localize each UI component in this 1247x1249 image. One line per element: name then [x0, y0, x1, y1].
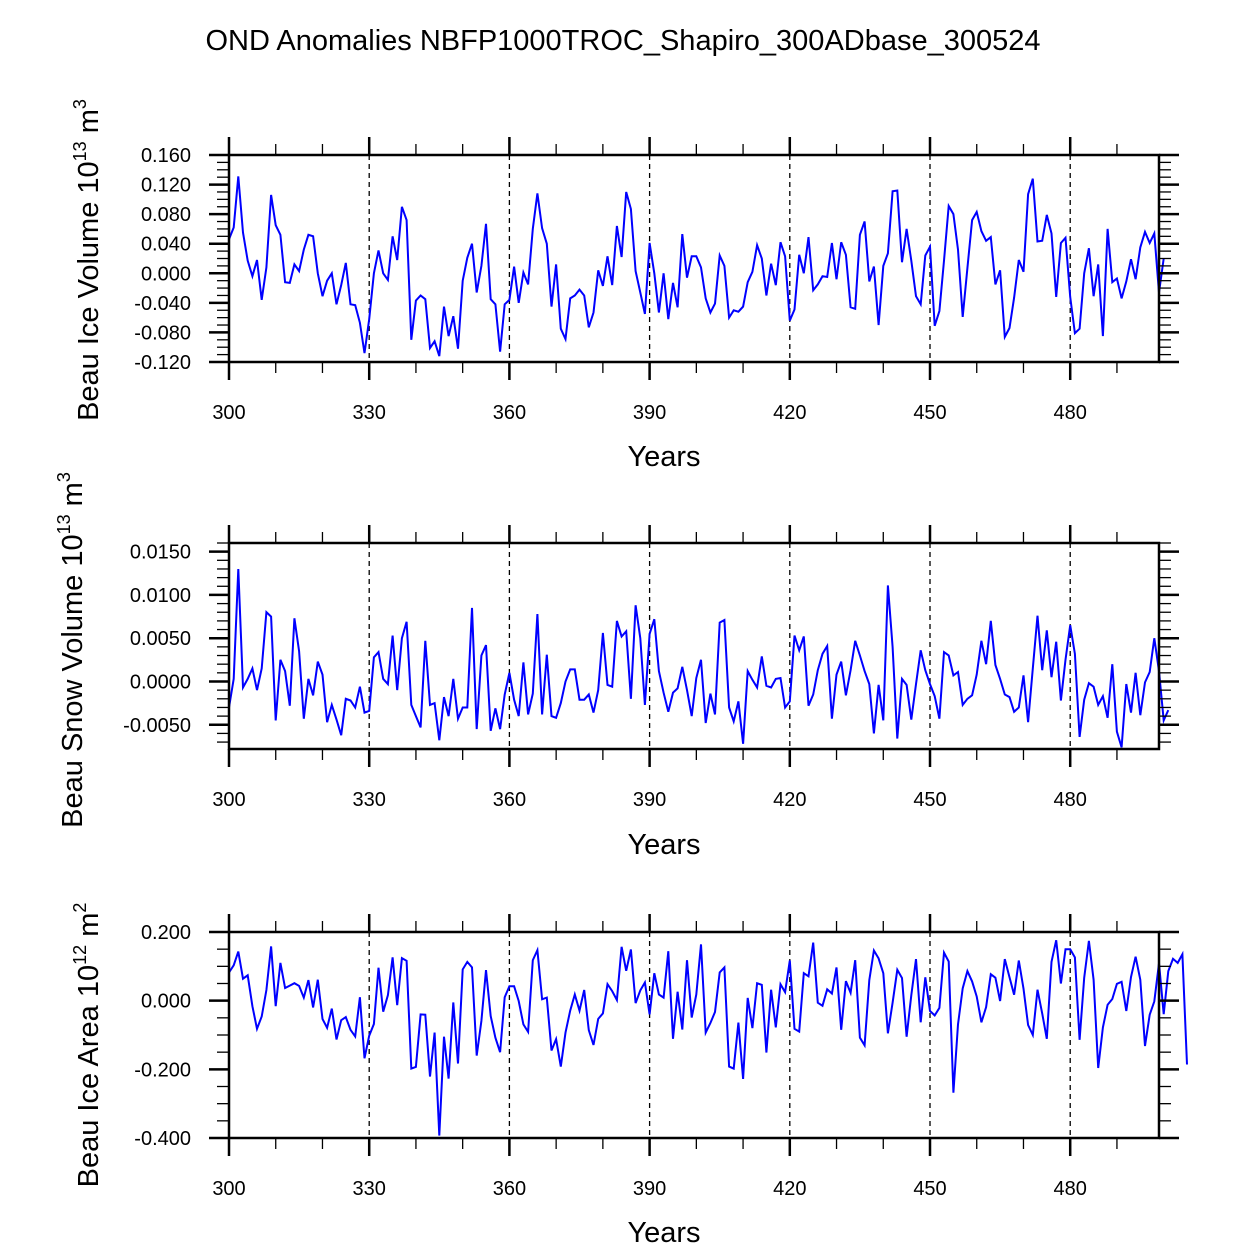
y-axis-title: Beau Ice Area 1012 m2 [70, 903, 105, 1188]
plot-frame [227, 541, 1161, 751]
y-axis-title: Beau Snow Volume 1013 m3 [54, 472, 89, 828]
x-tick-label: 330 [353, 1178, 386, 1200]
x-tick-label: 480 [1054, 402, 1087, 424]
y-tick-label: 0.0000 [130, 671, 191, 693]
y-axis-title-unit: m [57, 482, 89, 514]
y-axis-title-exponent: 12 [70, 945, 90, 965]
y-axis-title-unit-exponent: 3 [54, 472, 74, 482]
y-axis-title-main: Beau Ice Area 10 [73, 965, 105, 1188]
x-tick-label: 420 [773, 1178, 806, 1200]
y-tick-label: -0.080 [134, 322, 191, 344]
panel-2: 300 330 360 390 420 450 480 0.0150 0.0100 0.0050 0… [54, 472, 1179, 861]
panel-3: 300 330 360 390 420 450 480 0.200 0.000 -0.200 -0.… [70, 903, 1188, 1249]
y-axis-title-unit: m [73, 109, 105, 141]
y-tick-label: 0.000 [141, 263, 191, 285]
series-line [228, 176, 1165, 357]
x-tick-label: 480 [1054, 789, 1087, 811]
series-line [228, 939, 1188, 1136]
y-tick-label: -0.0050 [123, 715, 191, 737]
y-tick-label: 0.200 [141, 922, 191, 944]
y-axis-title-main: Beau Ice Volume 10 [73, 161, 105, 421]
y-tick-label: 0.080 [141, 204, 191, 226]
y-tick-label: 0.0050 [130, 628, 191, 650]
y-tick-label: 0.0100 [130, 585, 191, 607]
x-tick-label: 450 [913, 1178, 946, 1200]
x-tick-label: 300 [212, 789, 245, 811]
x-tick-label: 450 [913, 789, 946, 811]
x-tick-label: 360 [493, 402, 526, 424]
y-axis-title-unit-exponent: 2 [70, 903, 90, 913]
panel-1: 300 330 360 390 420 450 480 0.160 0.120 0.080 0.04… [70, 99, 1179, 473]
y-axis-title: Beau Ice Volume 1013 m3 [70, 99, 105, 421]
y-axis-title-main: Beau Snow Volume 10 [57, 534, 89, 827]
x-tick-label: 360 [493, 1178, 526, 1200]
y-tick-label: 0.0150 [130, 542, 191, 564]
y-tick-label: 0.000 [141, 991, 191, 1013]
y-tick-label: -0.120 [134, 352, 191, 374]
x-tick-label: 420 [773, 789, 806, 811]
y-tick-label: -0.400 [134, 1128, 191, 1150]
x-tick-label: 390 [633, 1178, 666, 1200]
y-axis-title-unit-exponent: 3 [70, 99, 90, 109]
figure-title: OND Anomalies NBFP1000TROC_Shapiro_300AD… [205, 25, 1040, 57]
y-axis-title-exponent: 13 [70, 141, 90, 161]
y-tick-label: -0.200 [134, 1059, 191, 1081]
y-tick-label: 0.040 [141, 234, 191, 256]
x-tick-label: 300 [212, 1178, 245, 1200]
y-tick-label: 0.120 [141, 175, 191, 197]
series-line [228, 568, 1170, 748]
x-tick-label: 420 [773, 402, 806, 424]
x-tick-label: 390 [633, 789, 666, 811]
x-tick-label: 330 [353, 402, 386, 424]
x-tick-label: 360 [493, 789, 526, 811]
y-axis-title-exponent: 13 [54, 514, 74, 534]
x-tick-label: 390 [633, 402, 666, 424]
x-tick-label: 480 [1054, 1178, 1087, 1200]
y-axis-title-unit: m [73, 913, 105, 945]
y-tick-label: 0.160 [141, 145, 191, 167]
x-tick-label: 300 [212, 402, 245, 424]
x-axis-title: Years [627, 829, 700, 861]
x-axis-title: Years [627, 441, 700, 473]
x-tick-label: 450 [913, 402, 946, 424]
x-tick-label: 330 [353, 789, 386, 811]
y-tick-label: -0.040 [134, 293, 191, 315]
x-axis-title: Years [627, 1217, 700, 1249]
